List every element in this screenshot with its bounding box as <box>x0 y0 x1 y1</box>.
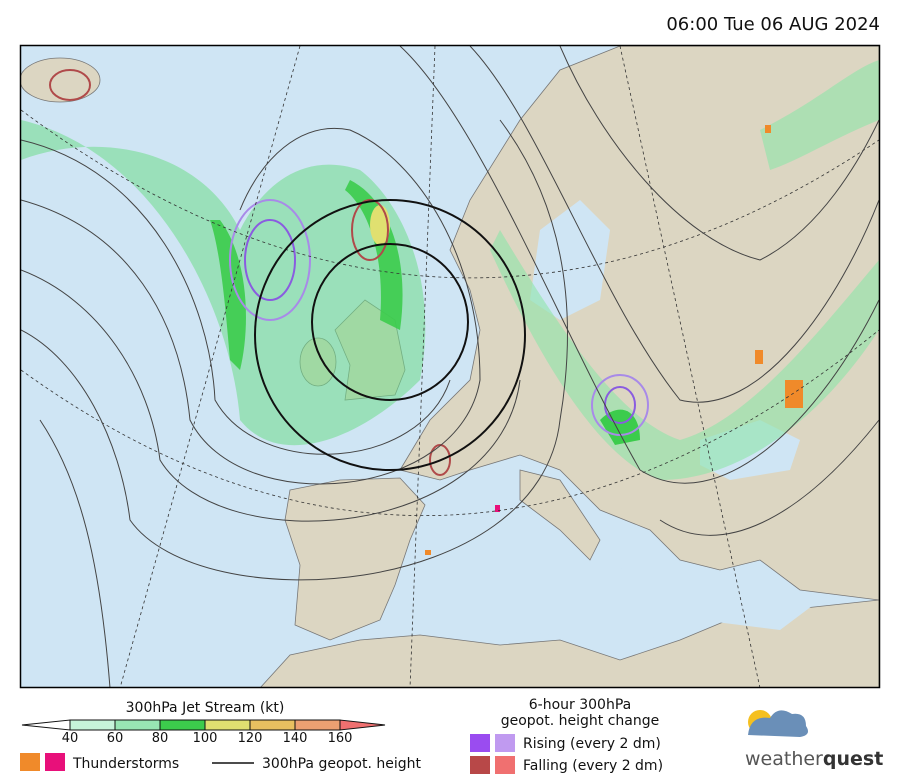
jet-colorbar: 40 60 80 100 120 140 160 <box>21 719 386 746</box>
thunderstorm-swatch <box>45 753 65 771</box>
timestamp: 06:00 Tue 06 AUG 2024 <box>666 14 880 35</box>
colorbar-segment <box>249 719 296 731</box>
rising-swatch <box>495 734 515 752</box>
brand-name: weatherquest <box>745 748 883 770</box>
brand-bold: quest <box>823 748 883 770</box>
colorbar-tick-label: 160 <box>328 731 353 746</box>
jet-stream-swath <box>490 230 879 480</box>
jet-stream-swath <box>760 60 879 170</box>
land-italy <box>519 469 601 561</box>
colorbar-low-end <box>21 719 71 731</box>
thunderstorm-cells <box>425 125 803 555</box>
rising-label: Rising (every 2 dm) <box>523 736 661 752</box>
graticule <box>21 46 879 687</box>
thunderstorm-cell <box>495 505 500 512</box>
height-change-contours <box>49 69 649 476</box>
colorbar-tick-label: 120 <box>238 731 263 746</box>
colorbar-segment <box>204 719 251 731</box>
sea-mediterranean <box>410 500 820 650</box>
height-change-title: geopot. height change <box>501 713 660 729</box>
map-frame <box>19 44 881 689</box>
falling-swatch <box>470 756 490 774</box>
thunderstorm-swatch <box>20 753 40 771</box>
colorbar-high-end <box>339 719 386 731</box>
map <box>21 46 879 687</box>
falling-swatch <box>495 756 515 774</box>
land-iceland <box>21 57 101 103</box>
colorbar-segment <box>159 719 206 731</box>
colorbar-tick-label: 100 <box>193 731 218 746</box>
geopotential-contours <box>21 46 879 687</box>
jet-legend-title: 300hPa Jet Stream (kt) <box>126 700 285 716</box>
colorbar-segment <box>294 719 341 731</box>
falling-label: Falling (every 2 dm) <box>523 758 663 774</box>
colorbar-tick-label: 80 <box>152 731 169 746</box>
rising-swatch <box>470 734 490 752</box>
jet-core <box>345 180 403 330</box>
jet-core <box>210 220 246 370</box>
geopotential-low <box>254 199 526 471</box>
colorbar-tick-label: 60 <box>107 731 124 746</box>
thunderstorm-label: Thunderstorms <box>72 756 179 772</box>
geopotential-label: 300hPa geopot. height <box>262 756 421 772</box>
height-change-title: 6-hour 300hPa <box>529 697 631 713</box>
land-iberia <box>284 477 426 641</box>
brand-light: weather <box>745 748 823 770</box>
colorbar-segment <box>69 719 116 731</box>
sea-baltic <box>530 200 610 320</box>
geopotential-low <box>311 243 469 401</box>
colorbar-segment <box>114 719 161 731</box>
colorbar-tick-label: 140 <box>283 731 308 746</box>
colorbar-tick-label: 40 <box>62 731 79 746</box>
brand-logo: weatherquest <box>745 710 883 770</box>
